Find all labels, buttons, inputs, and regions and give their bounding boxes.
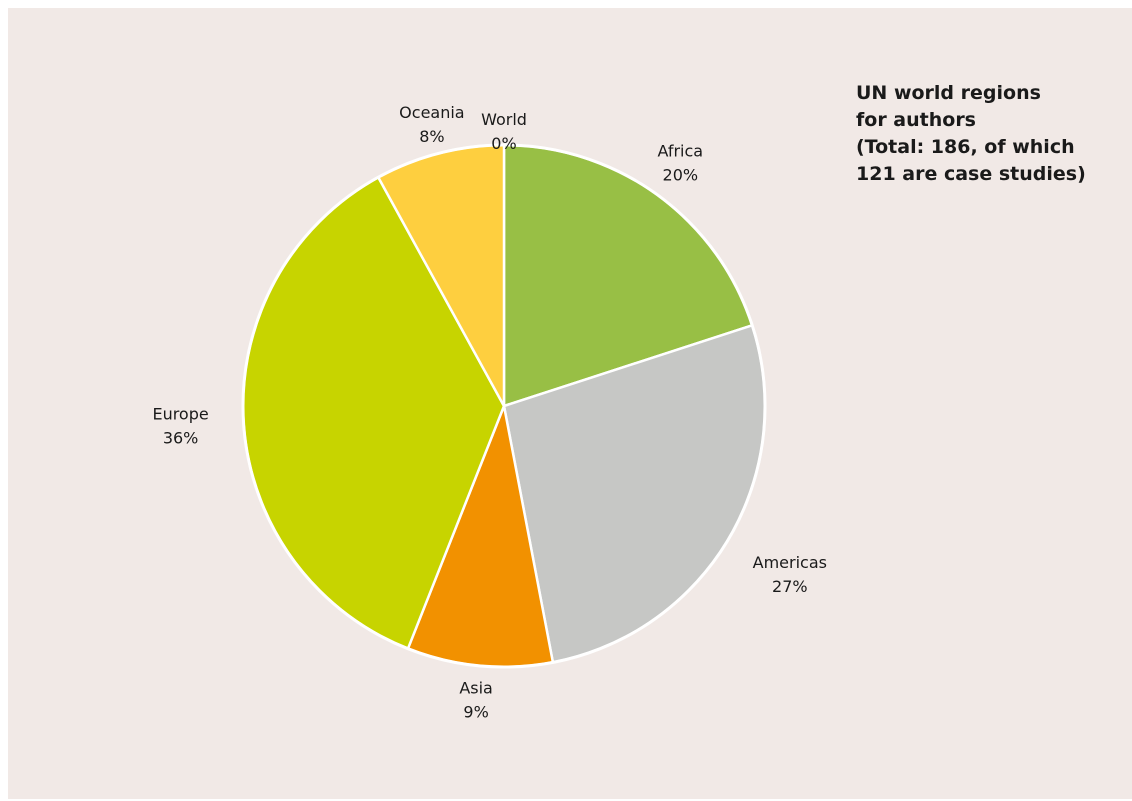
slice-value-americas: 27%	[772, 577, 808, 596]
slice-value-europe: 36%	[163, 428, 199, 447]
chart-title-line: 121 are case studies)	[856, 163, 1086, 185]
pie-outline	[241, 143, 767, 669]
chart-title-line: (Total: 186, of which	[856, 136, 1075, 158]
slice-label-oceania: Oceania	[399, 103, 464, 122]
slice-value-world: 0%	[491, 134, 516, 153]
chart-title-line: UN world regions	[856, 82, 1041, 104]
slice-label-europe: Europe	[152, 404, 208, 423]
slice-value-africa: 20%	[663, 165, 699, 184]
pie-slices	[241, 143, 767, 669]
slice-label-world: World	[481, 110, 527, 129]
slice-label-asia: Asia	[459, 679, 493, 698]
pie-labels: Africa 20% Americas 27% Asia 9% Europe 36% Ocean…	[152, 103, 827, 722]
slice-label-americas: Americas	[753, 553, 827, 572]
chart-title: UN world regions for authors (Total: 186…	[856, 80, 1126, 188]
slice-value-oceania: 8%	[419, 127, 444, 146]
chart-title-line: for authors	[856, 109, 976, 131]
slice-value-asia: 9%	[463, 703, 488, 722]
slice-label-africa: Africa	[657, 141, 703, 160]
